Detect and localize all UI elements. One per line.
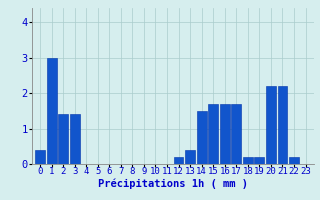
Bar xyxy=(47,58,57,164)
Bar xyxy=(70,114,80,164)
Bar xyxy=(231,104,241,164)
Bar xyxy=(289,157,299,164)
Bar xyxy=(243,157,253,164)
Bar xyxy=(174,157,183,164)
X-axis label: Précipitations 1h ( mm ): Précipitations 1h ( mm ) xyxy=(98,179,248,189)
Bar xyxy=(208,104,218,164)
Bar xyxy=(35,150,45,164)
Bar xyxy=(266,86,276,164)
Bar xyxy=(185,150,195,164)
Bar xyxy=(254,157,264,164)
Bar xyxy=(58,114,68,164)
Bar xyxy=(220,104,230,164)
Bar xyxy=(277,86,287,164)
Bar xyxy=(197,111,206,164)
